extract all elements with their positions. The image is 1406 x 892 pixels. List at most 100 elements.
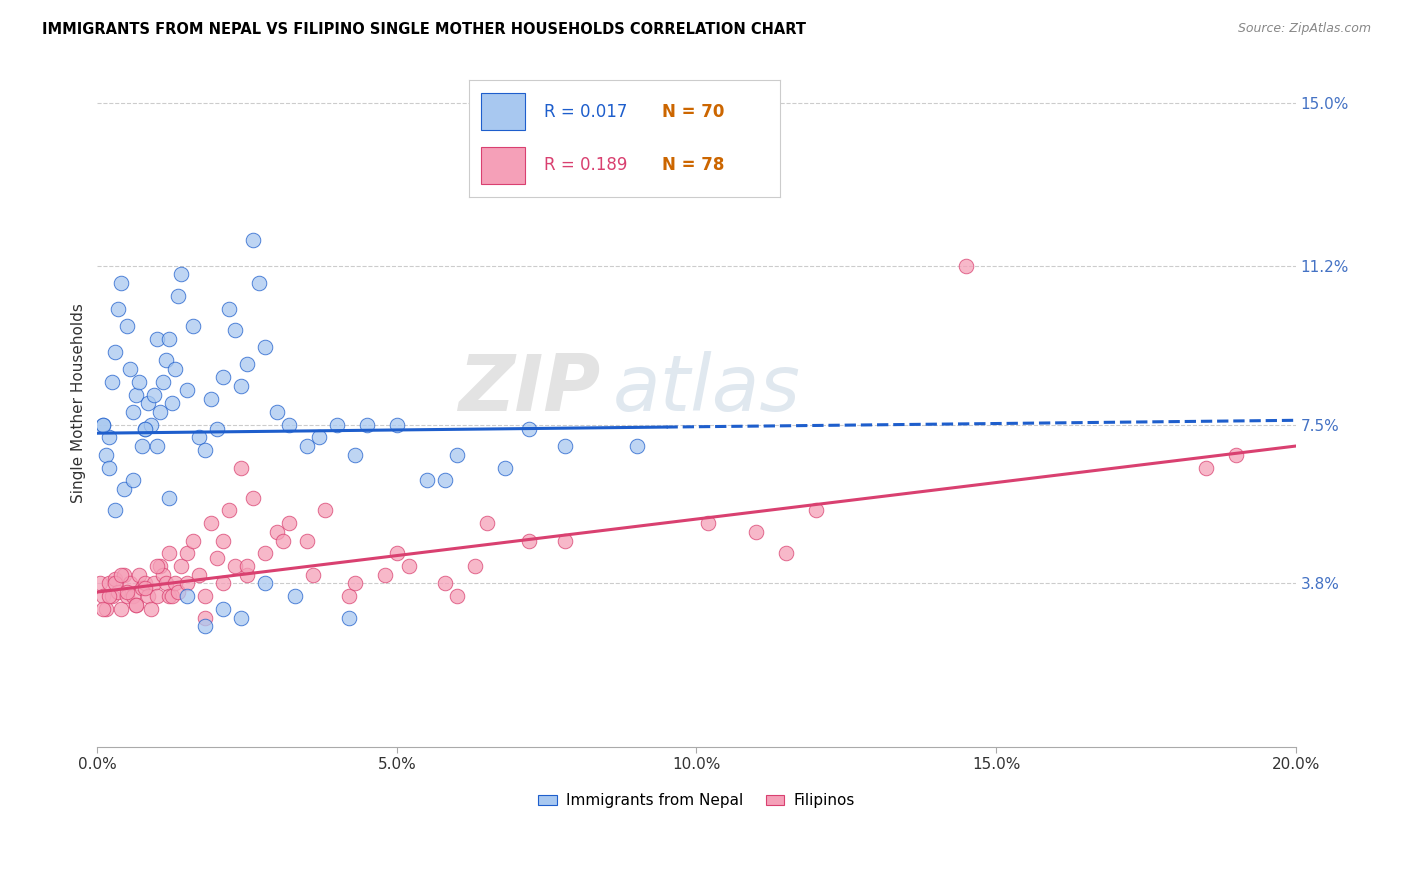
Point <box>143 387 166 401</box>
Point <box>176 383 198 397</box>
Point <box>89 576 111 591</box>
Point <box>128 375 150 389</box>
Point <box>117 585 139 599</box>
Point <box>110 276 132 290</box>
Point <box>242 491 264 505</box>
Point <box>170 268 193 282</box>
Point <box>93 417 115 432</box>
Point <box>165 361 187 376</box>
Point <box>93 417 115 432</box>
Point <box>146 590 169 604</box>
Point <box>416 474 439 488</box>
Point <box>136 396 159 410</box>
Point <box>104 503 127 517</box>
Point <box>254 340 277 354</box>
Point <box>356 417 378 432</box>
Point <box>374 567 396 582</box>
Y-axis label: Single Mother Households: Single Mother Households <box>72 303 86 503</box>
Point <box>134 422 156 436</box>
Point <box>98 430 121 444</box>
Point <box>194 590 217 604</box>
Point <box>117 590 139 604</box>
Point <box>343 448 366 462</box>
Point <box>134 576 156 591</box>
Point <box>141 602 163 616</box>
Point <box>337 590 360 604</box>
Point <box>101 375 124 389</box>
Point <box>93 590 115 604</box>
Point <box>247 276 270 290</box>
Point <box>554 439 576 453</box>
Point <box>295 439 318 453</box>
Point <box>134 422 156 436</box>
Point <box>149 559 172 574</box>
Point <box>104 572 127 586</box>
Point <box>224 323 246 337</box>
Point <box>194 443 217 458</box>
Point <box>194 619 217 633</box>
Point <box>93 602 115 616</box>
Point <box>517 533 540 548</box>
Point <box>231 460 253 475</box>
Point <box>337 611 360 625</box>
Point <box>155 353 177 368</box>
Point <box>162 396 184 410</box>
Point <box>224 559 246 574</box>
Point <box>308 430 330 444</box>
Point <box>104 344 127 359</box>
Point <box>98 460 121 475</box>
Point <box>433 576 456 591</box>
Point <box>266 405 288 419</box>
Point <box>212 576 235 591</box>
Point <box>98 576 121 591</box>
Point <box>254 546 277 560</box>
Point <box>136 590 159 604</box>
Point <box>205 422 228 436</box>
Point <box>314 503 336 517</box>
Point <box>107 301 129 316</box>
Point <box>152 375 174 389</box>
Point <box>181 318 204 333</box>
Point <box>146 559 169 574</box>
Point <box>446 448 468 462</box>
Point <box>120 361 142 376</box>
Point <box>176 576 198 591</box>
Point <box>398 559 420 574</box>
Point <box>626 439 648 453</box>
Point <box>149 405 172 419</box>
Point <box>236 358 259 372</box>
Point <box>212 370 235 384</box>
Point <box>98 590 121 604</box>
Point <box>181 533 204 548</box>
Point <box>218 503 240 517</box>
Point <box>236 559 259 574</box>
Point <box>475 516 498 531</box>
Point <box>176 590 198 604</box>
Point <box>157 590 180 604</box>
Point <box>112 567 135 582</box>
Legend: Immigrants from Nepal, Filipinos: Immigrants from Nepal, Filipinos <box>531 788 860 814</box>
Point <box>122 405 145 419</box>
Point <box>326 417 349 432</box>
Point <box>1195 460 1218 475</box>
Point <box>157 332 180 346</box>
Point <box>131 439 153 453</box>
Point <box>955 259 977 273</box>
Point <box>146 439 169 453</box>
Point <box>1225 448 1247 462</box>
Point <box>188 430 211 444</box>
Point <box>271 533 294 548</box>
Point <box>165 576 187 591</box>
Point <box>343 576 366 591</box>
Text: atlas: atlas <box>613 351 800 427</box>
Point <box>122 474 145 488</box>
Point <box>167 585 190 599</box>
Point <box>131 581 153 595</box>
Point <box>697 516 720 531</box>
Point <box>194 611 217 625</box>
Point <box>125 598 148 612</box>
Point <box>212 602 235 616</box>
Point <box>231 379 253 393</box>
Point <box>101 590 124 604</box>
Point <box>110 567 132 582</box>
